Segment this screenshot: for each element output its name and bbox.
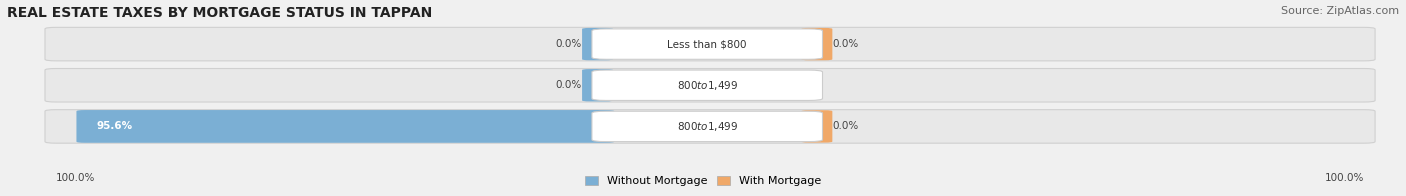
FancyBboxPatch shape: [45, 110, 1375, 143]
Text: $800 to $1,499: $800 to $1,499: [676, 79, 738, 92]
Text: 1.4%: 1.4%: [728, 80, 754, 90]
Legend: Without Mortgage, With Mortgage: Without Mortgage, With Mortgage: [581, 171, 825, 191]
Text: 0.0%: 0.0%: [832, 121, 859, 132]
Text: 0.0%: 0.0%: [555, 39, 582, 49]
Text: Source: ZipAtlas.com: Source: ZipAtlas.com: [1281, 6, 1399, 16]
FancyBboxPatch shape: [76, 110, 614, 143]
Text: 0.0%: 0.0%: [555, 80, 582, 90]
Text: 95.6%: 95.6%: [96, 121, 132, 132]
Text: Less than $800: Less than $800: [668, 39, 747, 49]
FancyBboxPatch shape: [592, 29, 823, 59]
FancyBboxPatch shape: [582, 69, 613, 102]
Text: 100.0%: 100.0%: [1324, 173, 1364, 183]
FancyBboxPatch shape: [592, 111, 823, 142]
FancyBboxPatch shape: [592, 70, 823, 101]
FancyBboxPatch shape: [45, 27, 1375, 61]
FancyBboxPatch shape: [582, 28, 613, 60]
Text: REAL ESTATE TAXES BY MORTGAGE STATUS IN TAPPAN: REAL ESTATE TAXES BY MORTGAGE STATUS IN …: [7, 6, 432, 20]
Text: 100.0%: 100.0%: [56, 173, 96, 183]
Text: $800 to $1,499: $800 to $1,499: [676, 120, 738, 133]
Text: 0.0%: 0.0%: [832, 39, 859, 49]
FancyBboxPatch shape: [45, 69, 1375, 102]
FancyBboxPatch shape: [801, 110, 832, 143]
FancyBboxPatch shape: [801, 28, 832, 60]
